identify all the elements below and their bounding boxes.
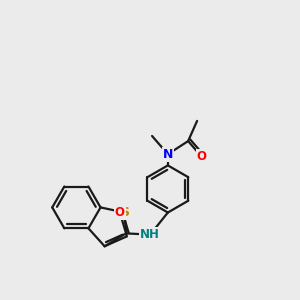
Text: S: S <box>120 206 129 219</box>
Text: N: N <box>163 148 173 161</box>
Text: O: O <box>196 150 207 163</box>
Text: NH: NH <box>140 228 160 241</box>
Text: O: O <box>115 206 125 219</box>
